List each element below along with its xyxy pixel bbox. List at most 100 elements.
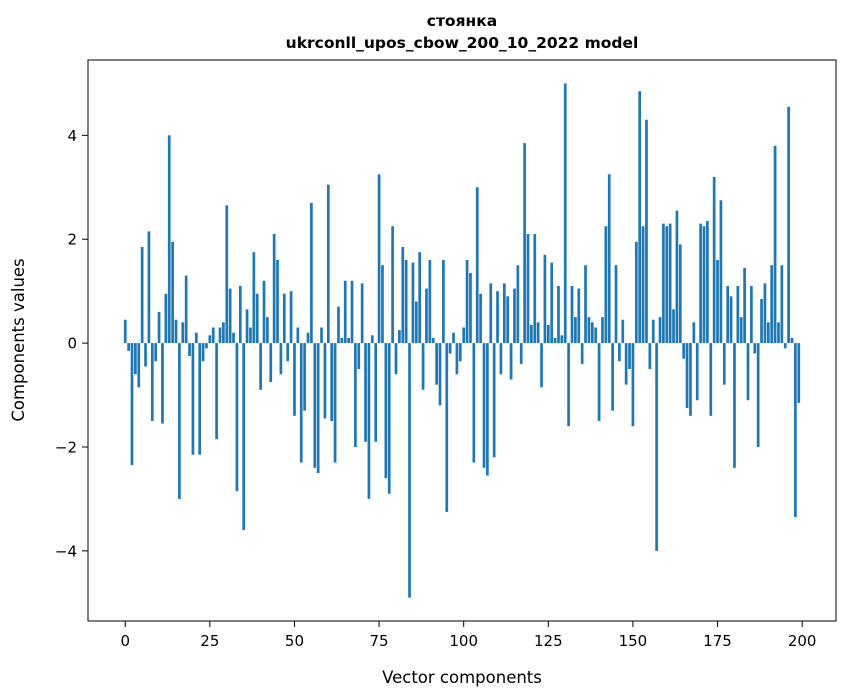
bar bbox=[469, 272, 472, 344]
bar bbox=[445, 343, 449, 512]
bar bbox=[756, 343, 760, 447]
bar bbox=[533, 234, 537, 344]
bar bbox=[729, 296, 733, 344]
bar bbox=[374, 343, 378, 442]
bar bbox=[513, 288, 516, 344]
bar bbox=[320, 327, 323, 344]
bar bbox=[391, 226, 394, 344]
bar bbox=[773, 145, 777, 344]
x-tick-label: 0 bbox=[120, 632, 130, 650]
bar bbox=[262, 280, 266, 344]
bar bbox=[658, 317, 662, 344]
bar bbox=[188, 343, 191, 357]
bar bbox=[225, 205, 229, 344]
bar bbox=[587, 317, 591, 344]
y-tick-label: −2 bbox=[55, 438, 77, 456]
bar bbox=[574, 317, 577, 344]
y-tick-label: 4 bbox=[67, 127, 77, 145]
bar bbox=[387, 343, 391, 494]
bar bbox=[733, 343, 736, 468]
bar bbox=[215, 343, 218, 440]
bar bbox=[452, 332, 455, 344]
chart-title: стоянка bbox=[427, 12, 497, 30]
bar bbox=[208, 335, 212, 344]
x-tick-label: 100 bbox=[449, 632, 478, 650]
bar bbox=[235, 343, 239, 492]
bar bbox=[201, 343, 205, 362]
bar bbox=[157, 311, 161, 344]
x-tick-label: 25 bbox=[200, 632, 219, 650]
bar bbox=[181, 322, 185, 344]
bar bbox=[499, 343, 503, 375]
bar bbox=[526, 234, 530, 344]
bar bbox=[790, 337, 794, 344]
bar bbox=[313, 343, 317, 468]
bar bbox=[662, 223, 665, 344]
bar bbox=[462, 327, 466, 344]
bar bbox=[638, 91, 642, 344]
bar bbox=[130, 343, 134, 466]
bar bbox=[161, 343, 164, 424]
bar bbox=[272, 234, 276, 344]
bar bbox=[543, 254, 547, 344]
x-tick-label: 75 bbox=[370, 632, 389, 650]
bar bbox=[475, 187, 479, 344]
x-tick-label: 150 bbox=[619, 632, 648, 650]
bar bbox=[702, 226, 706, 344]
bar bbox=[134, 343, 137, 375]
bar bbox=[316, 343, 320, 473]
bar bbox=[753, 343, 757, 354]
bar bbox=[509, 343, 513, 380]
bar bbox=[259, 343, 262, 390]
bar bbox=[330, 343, 334, 422]
bar bbox=[655, 343, 658, 551]
bar bbox=[777, 322, 780, 344]
bar bbox=[648, 343, 652, 370]
bar bbox=[154, 343, 158, 362]
bar bbox=[787, 106, 790, 344]
plot-border bbox=[87, 59, 837, 622]
bar bbox=[523, 143, 526, 344]
bar bbox=[428, 259, 432, 344]
bar bbox=[448, 343, 452, 354]
x-tick-label: 125 bbox=[534, 632, 563, 650]
bar bbox=[665, 226, 669, 344]
bar bbox=[692, 322, 696, 344]
bar bbox=[421, 343, 425, 390]
bar bbox=[205, 343, 208, 349]
bar bbox=[438, 343, 442, 406]
bar bbox=[746, 343, 750, 401]
bar bbox=[651, 319, 655, 344]
bar bbox=[641, 226, 645, 344]
bar bbox=[472, 343, 476, 463]
bar bbox=[584, 265, 587, 344]
bar bbox=[425, 288, 428, 344]
bar bbox=[398, 330, 401, 344]
bar bbox=[370, 335, 374, 344]
bar bbox=[276, 259, 279, 344]
bar bbox=[299, 343, 303, 463]
bar bbox=[293, 343, 296, 416]
bar bbox=[607, 174, 611, 344]
bar bbox=[249, 327, 252, 344]
bar bbox=[560, 335, 564, 344]
bar bbox=[404, 259, 408, 344]
bar bbox=[296, 327, 300, 344]
bar bbox=[604, 226, 608, 344]
bar bbox=[783, 343, 787, 349]
bar bbox=[530, 324, 533, 344]
bar bbox=[303, 343, 306, 411]
bar bbox=[594, 327, 598, 344]
bar bbox=[736, 285, 740, 344]
bar bbox=[401, 247, 405, 344]
bar bbox=[326, 184, 330, 344]
bar bbox=[750, 285, 753, 344]
bar bbox=[618, 343, 621, 362]
bar bbox=[743, 267, 746, 344]
bar bbox=[286, 343, 290, 362]
bar bbox=[218, 327, 222, 344]
bar bbox=[357, 343, 361, 370]
bar bbox=[689, 343, 692, 416]
bar bbox=[624, 343, 628, 385]
